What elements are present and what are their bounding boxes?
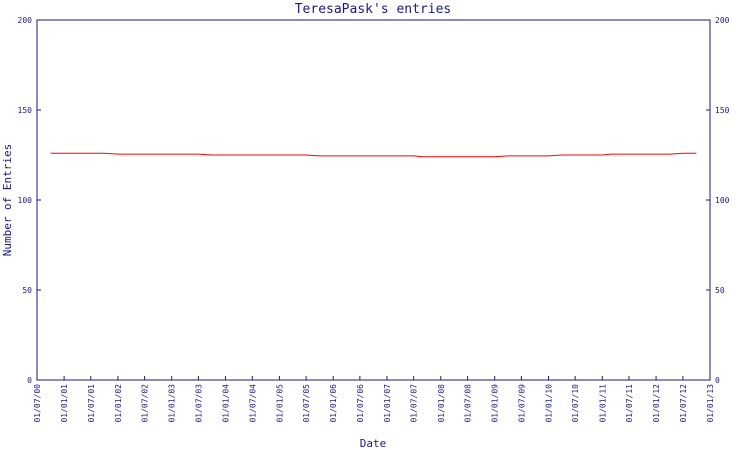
x-tick-label: 01/07/04 — [248, 384, 257, 423]
x-tick-label: 01/07/02 — [141, 384, 150, 423]
y-tick-label-right: 200 — [715, 16, 730, 25]
x-axis: 01/07/00 01/01/01 01/07/01 01/01/02 01/07/02… — [33, 376, 715, 423]
y-axis-right: 0 50 100 150 200 — [706, 16, 730, 385]
x-tick-label: 01/01/06 — [329, 384, 338, 423]
y-tick-label: 150 — [18, 106, 33, 115]
x-tick-label: 01/07/06 — [356, 384, 365, 423]
x-tick-label: 01/07/12 — [679, 384, 688, 423]
y-tick-label: 100 — [18, 196, 33, 205]
x-tick-label: 01/01/13 — [706, 384, 715, 423]
y-axis-label: Number of Entries — [1, 144, 14, 257]
x-tick-label: 01/01/12 — [652, 384, 661, 423]
x-tick-label: 01/07/01 — [87, 384, 96, 423]
series-line — [50, 152, 697, 158]
x-tick-label: 01/07/03 — [194, 384, 203, 423]
y-tick-label: 50 — [22, 286, 32, 295]
y-tick-label: 200 — [18, 16, 33, 25]
y-tick-label-right: 150 — [715, 106, 730, 115]
x-tick-label: 01/07/00 — [33, 384, 42, 423]
x-tick-label: 01/01/09 — [491, 384, 500, 423]
x-tick-label: 01/07/07 — [410, 384, 419, 423]
y-axis-left: 0 50 100 150 200 — [18, 16, 41, 385]
x-tick-label: 01/01/08 — [437, 384, 446, 423]
x-tick-label: 01/01/03 — [168, 384, 177, 423]
x-tick-label: 01/01/11 — [598, 384, 607, 423]
x-tick-label: 01/01/04 — [221, 384, 230, 423]
x-tick-label: 01/07/10 — [571, 384, 580, 423]
y-tick-label-right: 50 — [715, 286, 725, 295]
y-tick-label: 0 — [27, 376, 32, 385]
x-tick-label: 01/07/11 — [625, 384, 634, 423]
x-tick-label: 01/01/07 — [383, 384, 392, 423]
x-tick-label: 01/01/02 — [114, 384, 123, 423]
x-axis-label: Date — [360, 437, 387, 450]
x-tick-label: 01/01/10 — [544, 384, 553, 423]
x-tick-label: 01/01/05 — [275, 384, 284, 423]
plot-frame — [36, 19, 711, 381]
x-tick-label: 01/07/05 — [302, 384, 311, 423]
x-tick-label: 01/07/08 — [464, 384, 473, 423]
x-tick-label: 01/07/09 — [517, 384, 526, 423]
y-tick-label-right: 0 — [715, 376, 720, 385]
y-tick-label-right: 100 — [715, 196, 730, 205]
chart-title: TeresaPask's entries — [295, 2, 452, 17]
series-layer — [50, 152, 697, 158]
x-tick-label: 01/01/01 — [60, 384, 69, 423]
